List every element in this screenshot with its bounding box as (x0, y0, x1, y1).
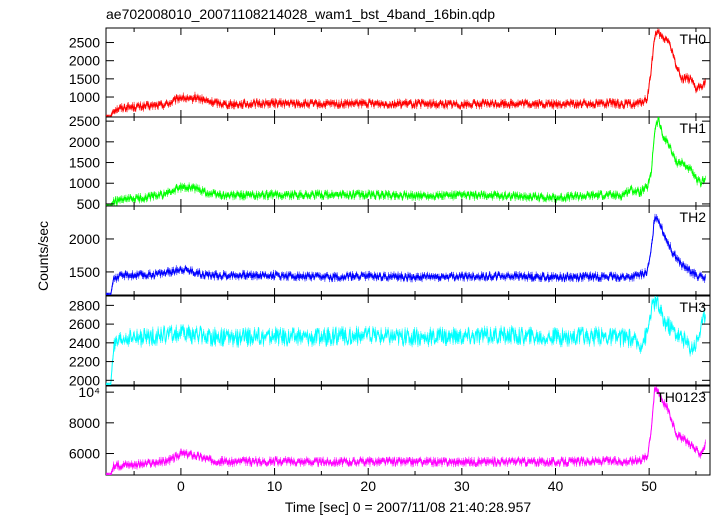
y-tick-label: 2500 (69, 35, 100, 51)
error-bars (106, 213, 706, 295)
y-tick-label: 2800 (69, 297, 100, 313)
x-axis-label: Time [sec] 0 = 2007/11/08 21:40:28.957 (285, 499, 532, 515)
panel-label: TH0 (680, 31, 707, 47)
panel-th3: 2000 2200 2400 2600 2800 TH3 (69, 295, 711, 388)
chart-title: ae702008010_20071108214028_wam1_bst_4ban… (106, 6, 495, 22)
panel-label: TH1 (680, 120, 707, 136)
y-tick-label: 1000 (69, 175, 100, 191)
panel-frame (105, 205, 711, 296)
y-tick-label: 1500 (69, 71, 100, 87)
panel-th1: 500 1000 1500 2000 2500 TH1 (69, 113, 711, 212)
y-tick-label: 2200 (69, 354, 100, 370)
series-line-th1 (106, 117, 706, 206)
y-tick-label: 2600 (69, 316, 100, 332)
series-line-th0 (106, 29, 706, 117)
panel-frame (105, 385, 711, 476)
y-tick-label: 1000 (69, 89, 100, 105)
y-tick-label: 2000 (69, 53, 100, 69)
y-tick-label: 1500 (69, 155, 100, 171)
panel-label: TH3 (680, 299, 707, 315)
panel-th2: 1500 2000 TH2 (69, 205, 711, 296)
panel-frame (105, 295, 711, 386)
series-line-th3 (106, 296, 706, 385)
y-tick-label: 2000 (69, 134, 100, 150)
y-axis-label: Counts/sec (35, 221, 51, 291)
panels-group: 1000 1500 2000 2500 TH0 500 1000 1500 2000 2500 TH… (69, 27, 711, 494)
y-tick-label: 2000 (69, 372, 100, 388)
panel-th0: 1000 1500 2000 2500 TH0 (69, 27, 711, 118)
y-tick-label: 2400 (69, 335, 100, 351)
y-tick-label: 2500 (69, 113, 100, 129)
panel-frame (105, 116, 711, 207)
panel-label: TH2 (680, 209, 707, 225)
y-tick-label: 2000 (69, 231, 100, 247)
series-line-th2 (106, 216, 706, 295)
y-tick-label: 500 (77, 196, 101, 212)
y-tick-label: 1500 (69, 264, 100, 280)
